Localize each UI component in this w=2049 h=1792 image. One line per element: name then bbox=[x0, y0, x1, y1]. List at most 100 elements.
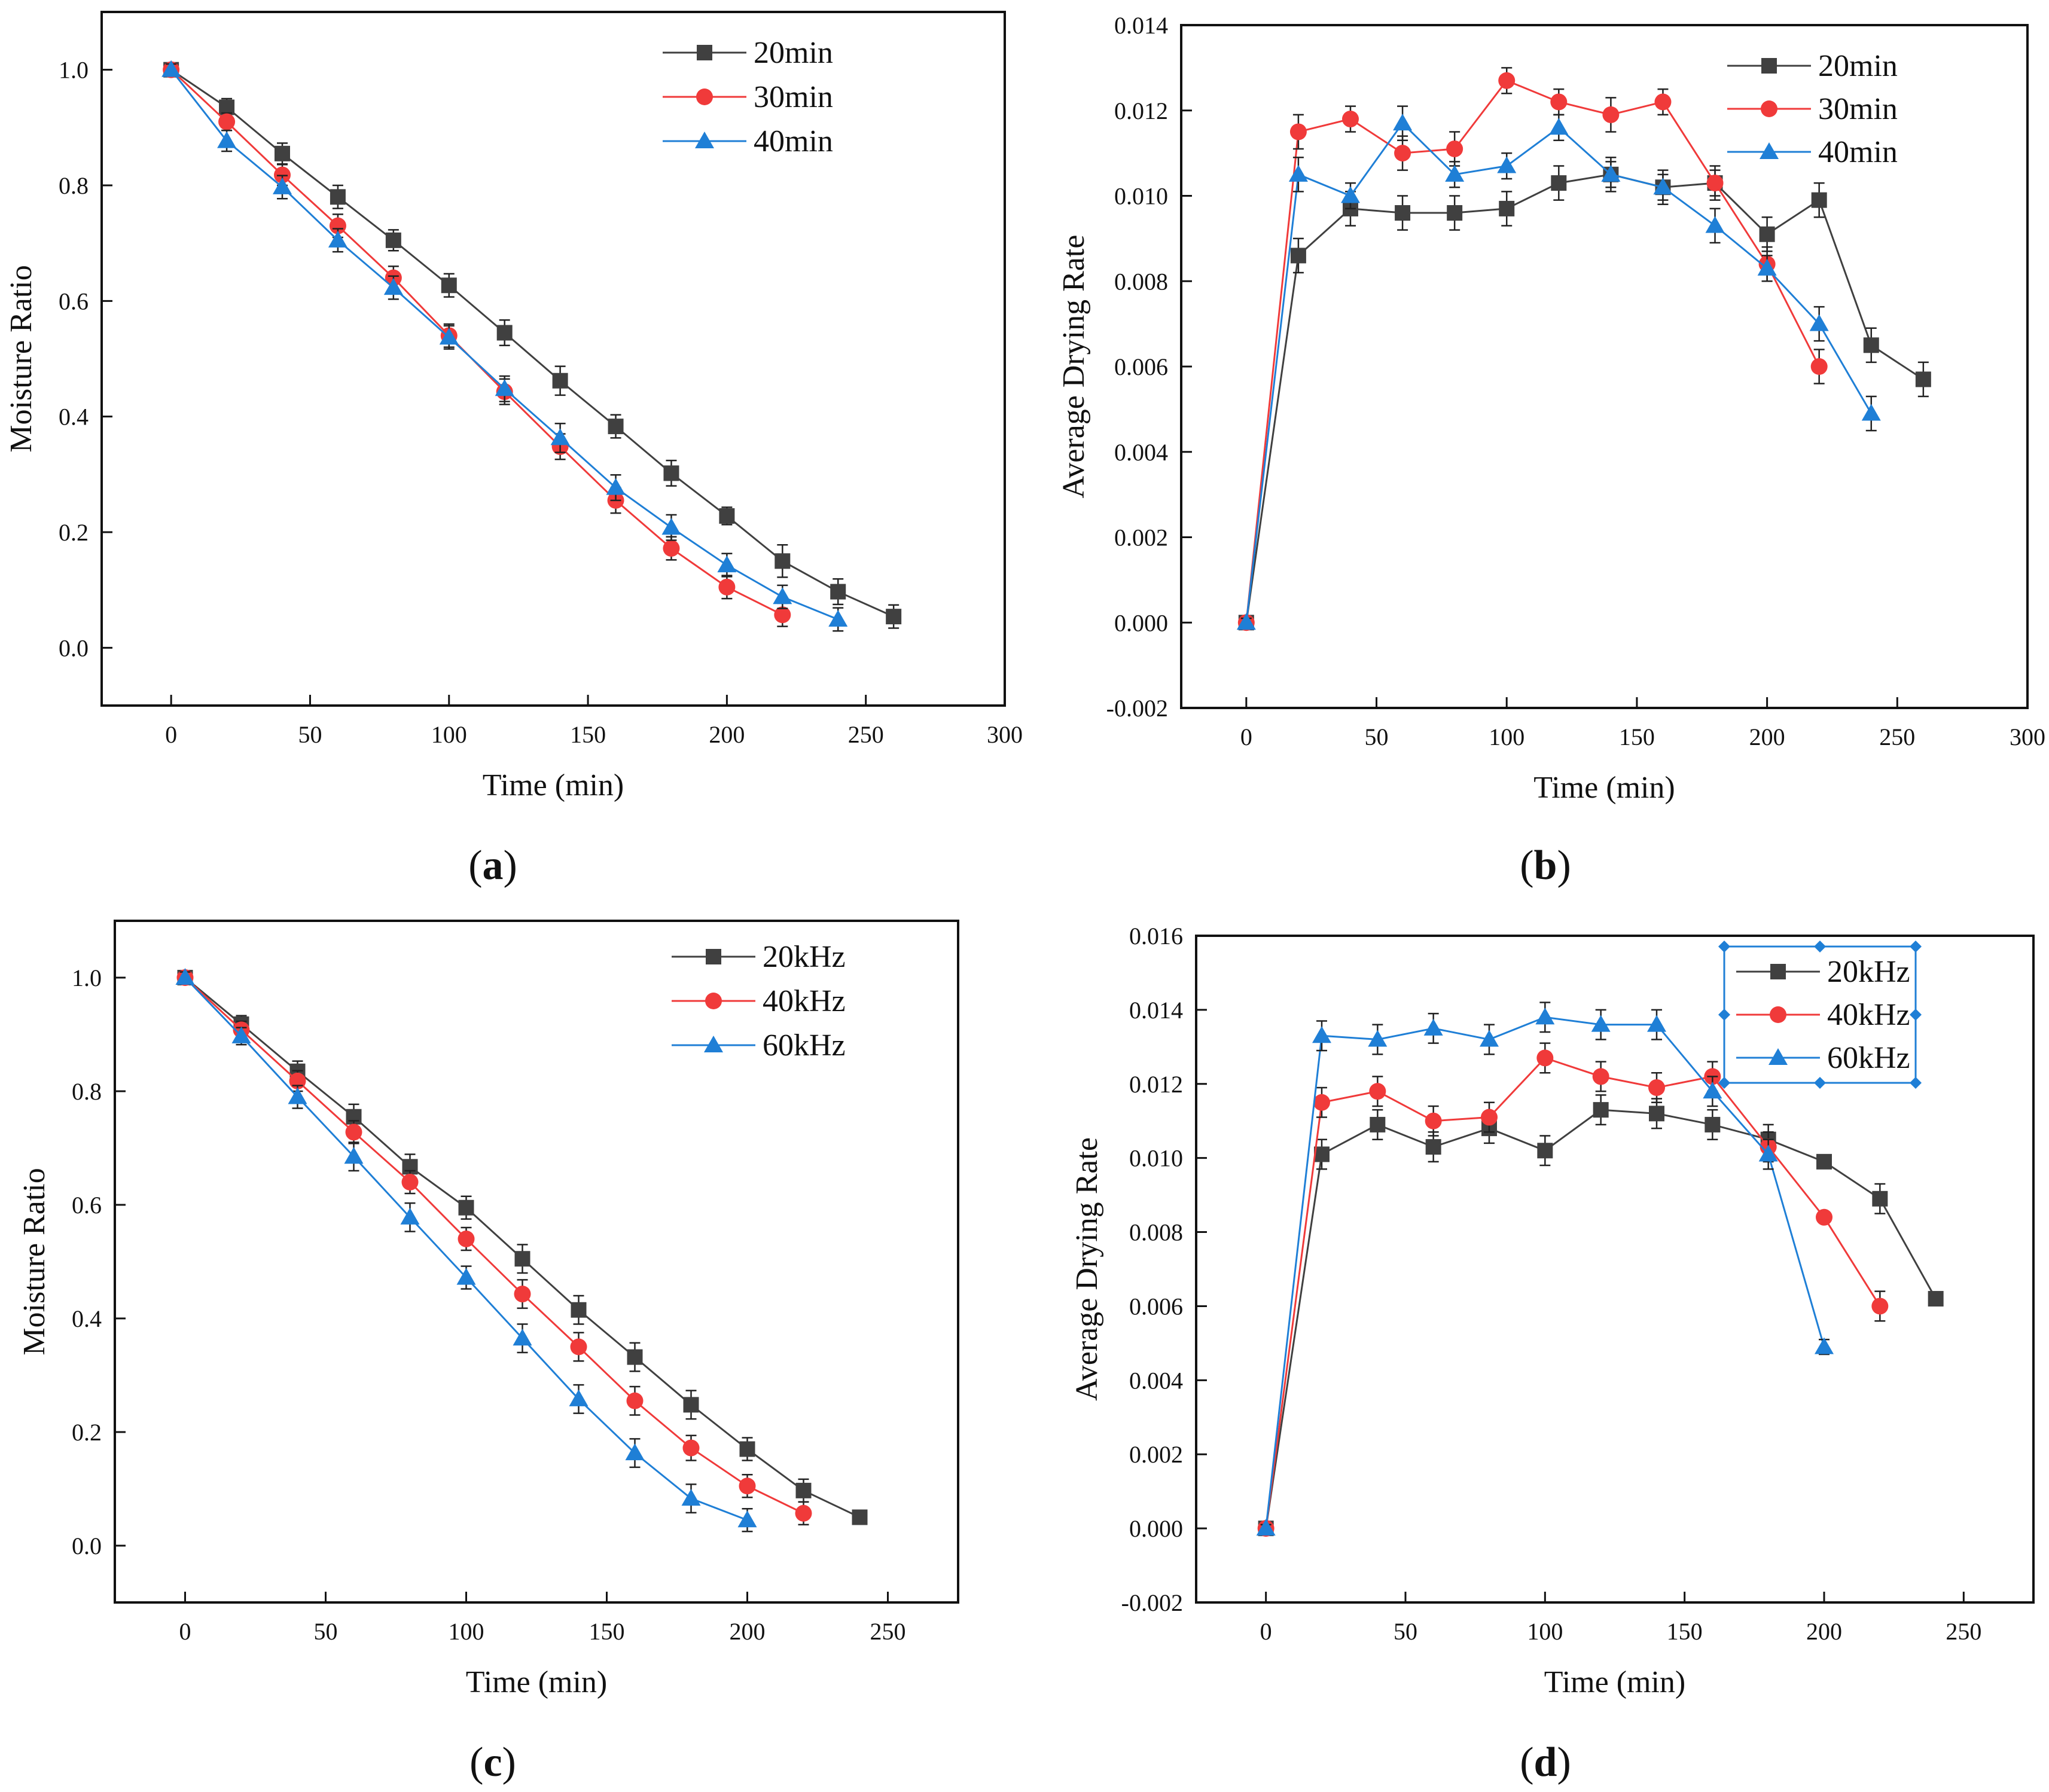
y-tick-label: 1.0 bbox=[59, 57, 89, 84]
legend-marker bbox=[1770, 1006, 1786, 1023]
data-point bbox=[830, 584, 846, 600]
legend-label: 30min bbox=[754, 80, 833, 114]
series-20min bbox=[163, 62, 902, 629]
x-tick-label: 150 bbox=[1667, 1618, 1703, 1645]
data-point bbox=[1368, 1030, 1388, 1047]
data-point bbox=[775, 553, 791, 569]
legend-marker bbox=[1769, 1048, 1788, 1065]
y-tick-label: 0.0 bbox=[59, 634, 89, 661]
series-20kHz bbox=[1258, 1094, 1944, 1537]
y-tick-label: 0.014 bbox=[1114, 12, 1168, 39]
data-point bbox=[719, 508, 735, 524]
y-axis-label: Moisture Ratio bbox=[17, 1168, 51, 1355]
plot-frame-a bbox=[100, 11, 1006, 707]
x-tick-label: 150 bbox=[570, 721, 606, 748]
data-point bbox=[273, 177, 292, 194]
y-tick-label: 0.4 bbox=[72, 1305, 102, 1332]
data-point bbox=[330, 189, 346, 205]
legend-handle bbox=[1718, 1009, 1730, 1021]
data-point bbox=[569, 1389, 589, 1406]
data-point bbox=[1591, 1015, 1611, 1032]
data-point bbox=[1759, 226, 1775, 242]
y-tick-label: 0.002 bbox=[1129, 1441, 1183, 1468]
data-point bbox=[1313, 1094, 1330, 1111]
data-point bbox=[571, 1302, 587, 1318]
legend-label: 40kHz bbox=[1827, 998, 1910, 1032]
y-tick-label: 0.4 bbox=[59, 404, 89, 431]
y-tick-label: 0.000 bbox=[1114, 609, 1168, 636]
data-point bbox=[218, 113, 236, 130]
data-point bbox=[1369, 1083, 1386, 1100]
panel-label-d: (d) bbox=[1520, 1739, 1571, 1785]
data-point bbox=[456, 1268, 476, 1285]
x-tick-label: 50 bbox=[1365, 723, 1389, 750]
x-tick-label: 250 bbox=[848, 721, 884, 748]
legend-marker bbox=[705, 993, 722, 1009]
y-axis-label: Moisture Ratio bbox=[4, 265, 38, 452]
x-tick-label: 300 bbox=[2010, 723, 2045, 750]
data-point bbox=[1497, 156, 1517, 173]
data-point bbox=[458, 1199, 474, 1216]
data-point bbox=[1705, 216, 1725, 233]
y-tick-label: 0.014 bbox=[1129, 997, 1183, 1024]
legend-d: 20kHz 40kHz 60kHz bbox=[1718, 941, 1922, 1089]
data-point bbox=[886, 609, 902, 625]
legend-marker bbox=[695, 132, 714, 148]
legend-marker bbox=[1761, 58, 1777, 74]
data-point bbox=[570, 1338, 587, 1356]
data-point bbox=[552, 373, 568, 389]
y-tick-label: -0.002 bbox=[1121, 1589, 1183, 1616]
data-point bbox=[1602, 106, 1620, 123]
y-tick-label: 0.016 bbox=[1129, 923, 1183, 950]
data-point bbox=[1816, 1153, 1832, 1170]
data-point bbox=[1446, 140, 1463, 157]
data-point bbox=[661, 518, 681, 535]
y-tick-label: 0.2 bbox=[72, 1419, 102, 1446]
panel-label-b: (b) bbox=[1520, 842, 1571, 889]
data-point bbox=[1314, 1146, 1330, 1162]
plot-frame-d bbox=[1195, 935, 2035, 1604]
y-axis-label: Average Drying Rate bbox=[1070, 1137, 1104, 1401]
x-tick-label: 0 bbox=[165, 721, 177, 748]
data-point bbox=[1592, 1068, 1609, 1085]
data-point bbox=[663, 540, 680, 557]
series-line bbox=[184, 976, 804, 1515]
data-point bbox=[1425, 1139, 1441, 1155]
data-point bbox=[681, 1489, 701, 1506]
data-point bbox=[1706, 175, 1724, 192]
legend-handle bbox=[1718, 1077, 1730, 1089]
legend-handle bbox=[1910, 941, 1922, 953]
data-point bbox=[626, 1392, 644, 1409]
data-point bbox=[496, 325, 513, 341]
legend-handle bbox=[1910, 1077, 1922, 1089]
y-tick-label: 0.008 bbox=[1114, 268, 1168, 295]
data-point bbox=[1593, 1102, 1609, 1118]
x-tick-label: 100 bbox=[431, 721, 467, 748]
data-point bbox=[1549, 118, 1569, 135]
data-point bbox=[1815, 1337, 1834, 1354]
y-tick-label: 0.012 bbox=[1129, 1071, 1183, 1098]
data-point bbox=[1811, 192, 1827, 208]
legend-handle bbox=[1814, 1077, 1826, 1089]
data-point bbox=[1447, 205, 1463, 221]
y-tick-label: -0.002 bbox=[1106, 695, 1168, 722]
data-point bbox=[1654, 93, 1672, 111]
x-tick-label: 200 bbox=[730, 1618, 766, 1645]
data-point bbox=[1537, 1143, 1553, 1159]
data-point bbox=[1288, 164, 1308, 182]
x-tick-label: 100 bbox=[1527, 1618, 1563, 1645]
data-point bbox=[1342, 111, 1359, 128]
data-point bbox=[682, 1439, 700, 1457]
data-point bbox=[1256, 1519, 1276, 1536]
data-point bbox=[513, 1329, 532, 1346]
y-tick-label: 0.004 bbox=[1114, 439, 1168, 466]
legend-label: 30min bbox=[1818, 92, 1898, 126]
data-point bbox=[1481, 1109, 1498, 1126]
data-point bbox=[1648, 1079, 1665, 1096]
data-point bbox=[1928, 1291, 1944, 1307]
data-point bbox=[852, 1509, 868, 1525]
x-axis-label: Time (min) bbox=[483, 768, 624, 802]
legend-handle bbox=[1910, 1009, 1922, 1021]
data-point bbox=[345, 1124, 362, 1141]
x-tick-label: 150 bbox=[589, 1618, 625, 1645]
